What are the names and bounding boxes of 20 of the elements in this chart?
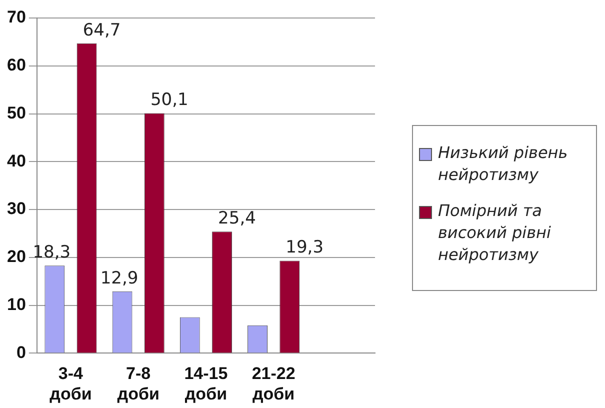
- x-tick-label: 14-15 доби: [184, 364, 228, 404]
- y-tick-label: 0: [16, 342, 26, 362]
- data-label: 50,1: [150, 90, 188, 110]
- data-label: 25,4: [218, 208, 256, 228]
- y-tick-label: 10: [6, 295, 26, 314]
- y-tick-label: 70: [6, 8, 26, 27]
- y-tick-label: 50: [6, 103, 26, 122]
- data-label: 64,7: [82, 20, 121, 40]
- legend-label: Помірний та високий рівні нейротизму: [438, 200, 552, 266]
- y-tick-label: 60: [6, 56, 26, 75]
- data-label: 19,3: [286, 238, 324, 258]
- y-tick-label: 40: [6, 151, 26, 170]
- legend-label: Низький рівень нейротизму: [438, 142, 569, 186]
- x-tick-label: 7-8 доби: [117, 364, 160, 404]
- data-label: 18,3: [32, 242, 71, 262]
- x-tick-label: 21-22 доби: [252, 364, 296, 404]
- data-label: 12,9: [100, 268, 138, 288]
- y-tick-label: 20: [6, 247, 26, 266]
- x-tick-label: 3-4 доби: [50, 364, 92, 404]
- y-tick-label: 30: [6, 199, 26, 218]
